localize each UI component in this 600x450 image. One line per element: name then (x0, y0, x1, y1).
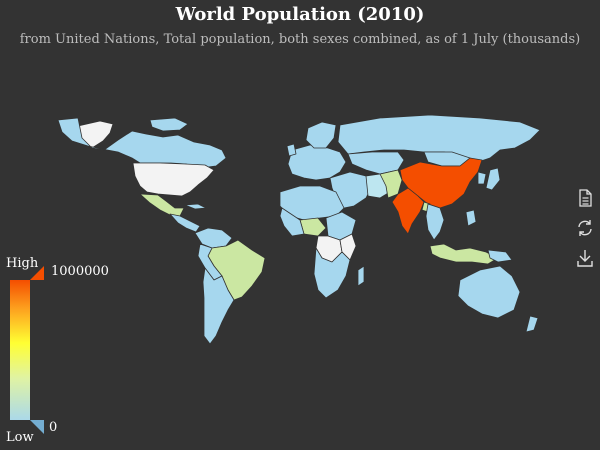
region-united-kingdom[interactable] (286, 143, 297, 157)
visual-map: High 1000000 0 Low (6, 254, 116, 445)
region-west-africa[interactable] (279, 207, 305, 237)
region-cuba[interactable] (184, 203, 207, 210)
document-icon[interactable] (575, 188, 595, 208)
region-canada[interactable] (57, 117, 227, 169)
visual-map-top-handle[interactable] (30, 266, 44, 280)
region-central-america[interactable] (169, 213, 201, 233)
region-australia[interactable] (457, 265, 521, 319)
visual-map-min-value: 0 (49, 420, 58, 435)
region-scandinavia[interactable] (305, 121, 337, 149)
download-icon[interactable] (575, 248, 595, 268)
visual-map-bottom-handle[interactable] (30, 420, 44, 434)
region-japan[interactable] (485, 167, 501, 191)
region-korea[interactable] (477, 171, 487, 185)
chart-subtitle: from United Nations, Total population, b… (19, 32, 581, 47)
region-europe[interactable] (287, 144, 347, 181)
region-madagascar[interactable] (357, 265, 365, 287)
region-southeast-asia[interactable] (425, 203, 445, 241)
region-southern-africa[interactable] (313, 247, 351, 299)
region-new-zealand[interactable] (525, 315, 539, 333)
visual-map-gradient-bar[interactable] (10, 280, 30, 420)
region-indonesia[interactable] (429, 243, 499, 265)
chart-title: World Population (2010) (175, 4, 425, 25)
region-mexico[interactable] (139, 193, 185, 217)
visual-map-max-value: 1000000 (51, 264, 109, 279)
visual-map-low-label: Low (6, 430, 34, 445)
region-arctic-islands[interactable] (149, 117, 189, 132)
region-united-states[interactable] (132, 162, 215, 197)
region-russia[interactable] (337, 114, 541, 163)
region-argentina-chile[interactable] (202, 267, 235, 345)
region-philippines[interactable] (465, 209, 477, 227)
toolbox (575, 188, 595, 278)
region-new-guinea[interactable] (487, 249, 513, 263)
refresh-icon[interactable] (575, 218, 595, 238)
region-north-south-america[interactable] (194, 227, 233, 249)
region-india[interactable] (391, 187, 425, 235)
